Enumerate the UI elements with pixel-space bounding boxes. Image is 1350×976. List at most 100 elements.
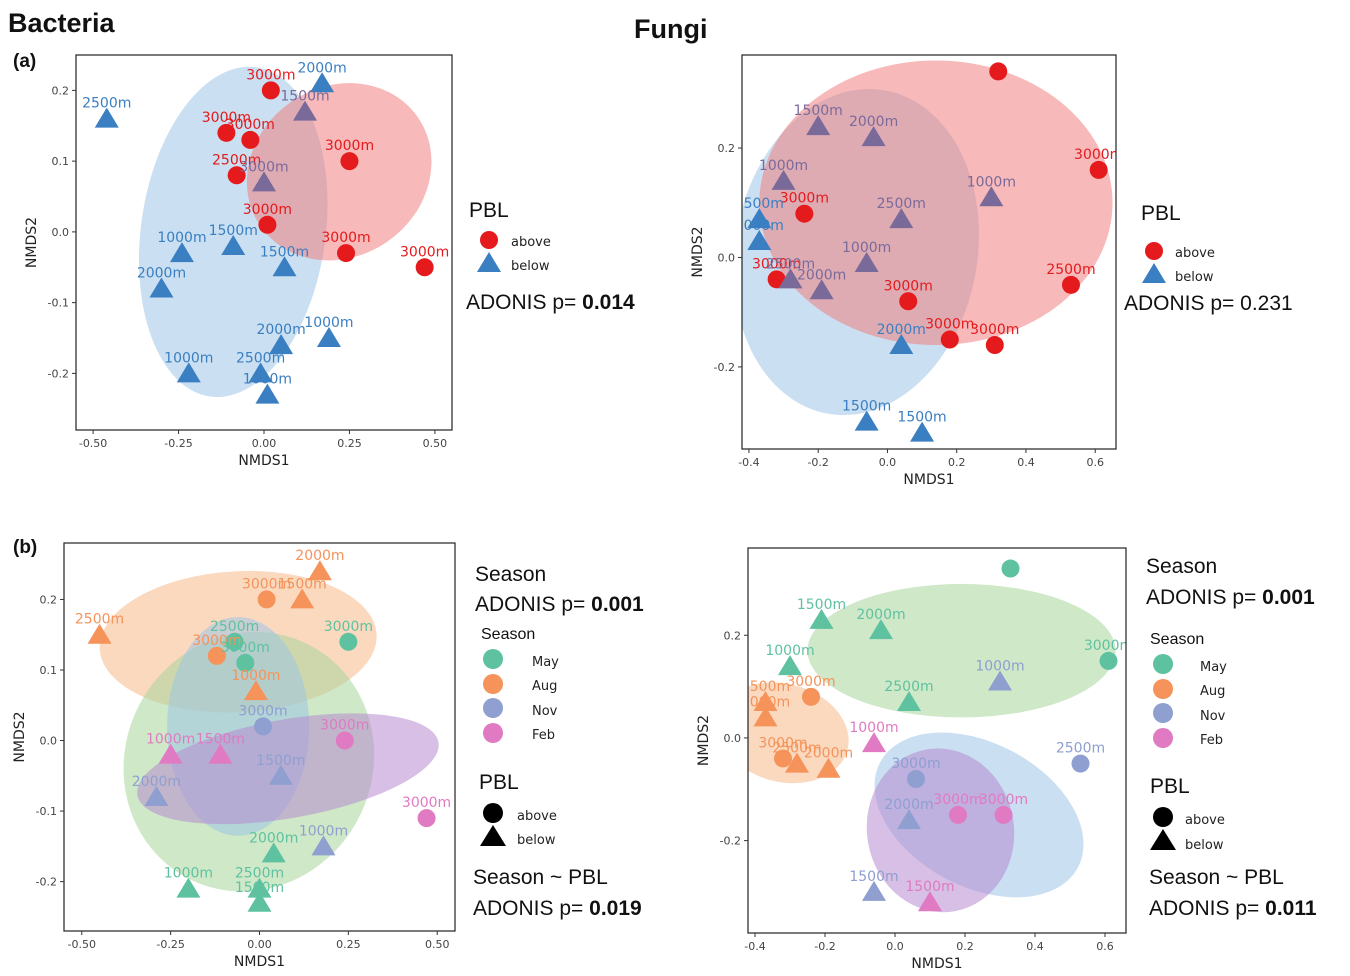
point-5 [339,632,358,651]
adonis-prefix: ADONIS p= [1149,897,1265,920]
legend-above-marker [1153,807,1173,827]
y-axis-label: NMDS2 [690,226,706,277]
adonis-prefix: ADONIS p= [1146,586,1262,609]
legend-below-marker [1150,829,1176,850]
fungi-header: Fungi [634,14,707,44]
legend-below-marker [477,252,501,272]
x-tick-label: 0.2 [956,940,974,953]
point-1 [809,608,834,629]
point-1 [217,123,236,142]
legend-feb-label: Feb [532,728,555,743]
plot-frame [741,54,1117,450]
point-6 [940,330,959,349]
y-tick-label: 0.0 [718,251,736,264]
plot-a-bacteria: 3000m3000m3000m3000m2500m3000m3000m3000m… [24,54,453,469]
legend-above-marker [1145,242,1163,260]
y-tick-label: -0.2 [48,367,69,380]
point-19 [862,880,886,901]
season-adonis: ADONIS p= 0.001 [1146,586,1315,609]
season-legend-title: Season [481,626,535,643]
legend-feb-marker [483,723,503,743]
adonis-value: 0.011 [1265,897,1317,920]
y-axis-label: NMDS2 [24,217,40,268]
adonis-value: 0.001 [591,593,644,616]
legend-below-label: below [511,259,550,274]
point-label-14: 2000m [735,218,784,234]
point-13 [268,764,293,785]
point-label-17: 2000m [249,830,298,846]
point-label-1: 1500m [797,597,846,613]
point-label-6: 2500m [884,679,933,695]
x-axis-label: NMDS1 [911,956,962,972]
adonis-value: 0.231 [1240,292,1293,315]
point-4 [225,632,244,651]
point-label-20: 1500m [897,410,946,426]
x-axis-label: NMDS1 [903,472,954,488]
point-5 [1061,275,1080,294]
point-6 [207,646,226,665]
point-label-20: 1500m [235,880,284,896]
point-label-3: 3000m [325,138,374,154]
bacteria-header: Bacteria [8,8,116,38]
point-label-8: 2000m [297,60,346,76]
point-8 [806,115,831,136]
y-tick-label: -0.2 [720,835,741,848]
point-3 [340,152,359,171]
point-label-13: 2500m [772,741,821,757]
legend-b-fungi: Season ADONIS p= 0.001 Season May Aug No… [1146,555,1317,920]
point-label-7: 3000m [221,640,270,656]
point-label-3: 3000m [1084,638,1133,654]
adonis-prefix: ADONIS p= [1124,292,1240,315]
legend-below-label: below [1185,838,1224,853]
legend-above-label: above [1175,246,1215,261]
point-label-5: 2500m [1046,262,1095,278]
point-19 [247,877,272,898]
legend-below-label: below [1175,270,1214,285]
point-0 [261,81,280,100]
point-label-7: 3000m [400,244,449,260]
point-12 [169,242,194,263]
point-label-8: 1000m [231,668,280,684]
point-label-20: 1500m [905,879,954,895]
point-label-20: 1000m [243,372,292,388]
point-12 [774,749,792,768]
point-1 [257,590,276,609]
point-label-11: 3000m [239,159,288,175]
interaction-adonis: ADONIS p= 0.019 [473,897,642,920]
point-label-18: 3000m [979,792,1028,808]
point-20 [247,891,272,912]
x-tick-label: 0.25 [336,938,361,951]
point-label-17: 2000m [256,322,305,338]
point-4 [899,292,918,311]
point-18 [176,877,201,898]
x-tick-label: -0.4 [744,940,765,953]
x-tick-label: -0.25 [156,938,184,951]
adonis-prefix: ADONIS p= [466,291,582,314]
point-label-5: 3000m [243,202,292,218]
season-adonis: ADONIS p= 0.001 [475,593,644,616]
point-label-10: 1000m [849,720,898,736]
point-3 [767,270,786,289]
point-10 [771,169,796,190]
point-label-0: 3000m [246,67,295,83]
point-19 [248,362,273,383]
y-tick-label: 0.2 [718,142,736,155]
y-tick-label: 0.2 [40,593,58,606]
point-label-3: 3000m [752,256,801,272]
y-tick-label: -0.2 [714,361,735,374]
point-label-10: 3000m [320,718,369,734]
point-label-9: 1500m [280,89,329,105]
point-label-0: 2000m [295,548,344,564]
point-label-9: 3000m [238,703,287,719]
legend-title: PBL [469,199,509,222]
legend-a-bacteria: PBL above below ADONIS p= 0.014 [466,199,635,314]
point-5 [988,670,1012,691]
x-tick-label: -0.25 [164,437,192,450]
point-13 [747,208,772,229]
x-tick-label: -0.4 [738,456,759,469]
y-tick-label: 0.2 [724,629,742,642]
point-15 [149,277,174,298]
point-7 [415,258,434,277]
